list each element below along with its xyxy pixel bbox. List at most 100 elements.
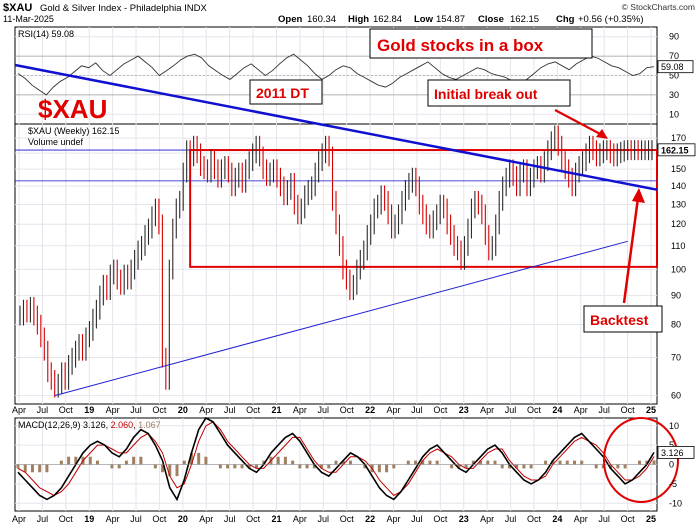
macd-hist-bar [522,464,526,469]
x-tick-label: 19 [84,514,94,524]
macd-hist-bar [30,464,34,473]
macd-hist-bar [45,464,49,473]
x-tick-label: 20 [178,405,188,415]
chg-value: +0.56 (+0.35%) [578,14,644,25]
macd-hist-bar [616,464,620,469]
macd-hist-bar [558,460,562,465]
macd-v2: 2.060 [111,420,134,430]
annotation-arrows [554,109,645,304]
macd-hist-bar [59,460,63,465]
rsi-tick-label: 50 [669,71,679,81]
macd-hist-bar [189,452,193,465]
x-tick-label: Apr [106,514,120,524]
macd-tick-label: 5 [669,440,674,450]
macd-hist-bar [421,460,425,465]
rsi-value-label: 59.08 [661,62,684,72]
macd-hist-bar [486,460,490,465]
macd-hist-bar [435,460,439,465]
breakout-label-frame [427,79,571,107]
svg-text:MACD(12,26,9) 3.126, 2.060, 1.: MACD(12,26,9) 3.126, 2.060, 1.067 [18,420,161,430]
macd-hist-bar [182,460,186,465]
macd-tick-label: -10 [669,498,682,508]
macd-value-label: 3.126 [661,448,684,458]
watermark: © StockCharts.com [622,2,695,12]
backtest-label: Backtest [590,312,649,328]
y-tick-label: 140 [671,181,686,191]
x-tick-label: Oct [527,514,542,524]
macd-hist-bar [406,460,410,465]
macd-v3: 1.067 [138,420,161,430]
big-symbol: $XAU [38,94,107,124]
macd-hist-bar [341,460,345,465]
x-tick-label: Apr [574,405,588,415]
macd-hist-bar [96,460,99,465]
macd-hist-bar [240,464,244,469]
x-tick-label: Apr [106,405,120,415]
macd-hist-bar [305,464,309,469]
macd-hist-bar [117,464,121,469]
macd-hist-bar [291,460,295,465]
x-tick-label: 22 [365,514,375,524]
macd-hist-bar [226,464,230,469]
macd-hist-bar [609,464,613,469]
x-tick-label: 22 [365,405,375,415]
y-tick-label: 60 [671,391,681,401]
macd-tick-label: 0 [669,460,674,470]
macd-hist-bar [218,464,222,469]
rsi-tick-label: 30 [669,90,679,100]
header-name: Gold & Silver Index - Philadelphia INDX [40,3,208,14]
price-title: $XAU (Weekly) 162.15 [28,126,119,136]
macd-tick-label: -5 [669,479,677,489]
x-tick-label: Jul [318,514,330,524]
macd-hist-bar [515,464,519,469]
x-tick-label: Oct [340,405,355,415]
last-value-tag [657,143,696,157]
macd-hist-bar [204,456,208,465]
rsi-value-tag [657,60,694,74]
macd-hist-bar [197,452,201,465]
x-tick-label: Jul [130,514,142,524]
macd-hist-bar [450,464,454,469]
macd-hist-bar [88,456,92,465]
macd-hist-bar [348,460,352,465]
y-tick-label: 90 [671,290,681,300]
x-tick-label: 21 [271,405,281,415]
x-tick-label: Oct [152,405,167,415]
macd-label-name: MACD(12,26,9) [18,420,81,430]
macd-line [17,416,655,502]
x-tick-label: Jul [598,514,610,524]
macd-hist-bar [139,456,143,465]
macd-highlight-circle [603,417,679,503]
x-tick-label: Apr [12,405,26,415]
x-tick-label: Jul [224,405,236,415]
macd-hist-bar [565,460,569,465]
macd-hist-bar [132,456,136,465]
macd-hist-bar [544,460,548,465]
macd-hist-bar [23,464,27,473]
macd-hist-bar [38,464,42,473]
macd-hist-bar [500,464,504,469]
macd-hist-bar [124,460,128,465]
macd-tick-label: 10 [669,421,679,431]
high-value: 162.84 [373,14,402,25]
y-tick-label: 70 [671,353,681,363]
x-tick-label: Apr [387,514,401,524]
x-tick-label: 24 [552,514,562,524]
macd-hist-bar [327,464,331,469]
x-tick-label: Jul [318,405,330,415]
macd-hist-bar [320,464,324,469]
macd-hist-bar [638,460,642,465]
header-ohlc: Open 160.34 High 162.84 Low 154.87 Close… [278,14,644,25]
x-tick-label: 21 [271,514,281,524]
macd-hist-bar [161,464,165,473]
macd-hist-bar [471,460,475,465]
breakout-arrow-shaft [554,109,605,137]
macd-hist-bar [175,464,179,477]
macd-hist-bar [623,464,627,469]
rsi-tick-label: 70 [669,51,679,61]
x-tick-label: Oct [621,405,636,415]
price-layer [14,63,658,398]
macd-hist-bar [580,460,584,465]
x-tick-label: 23 [459,514,469,524]
x-tick-label: Oct [59,514,74,524]
